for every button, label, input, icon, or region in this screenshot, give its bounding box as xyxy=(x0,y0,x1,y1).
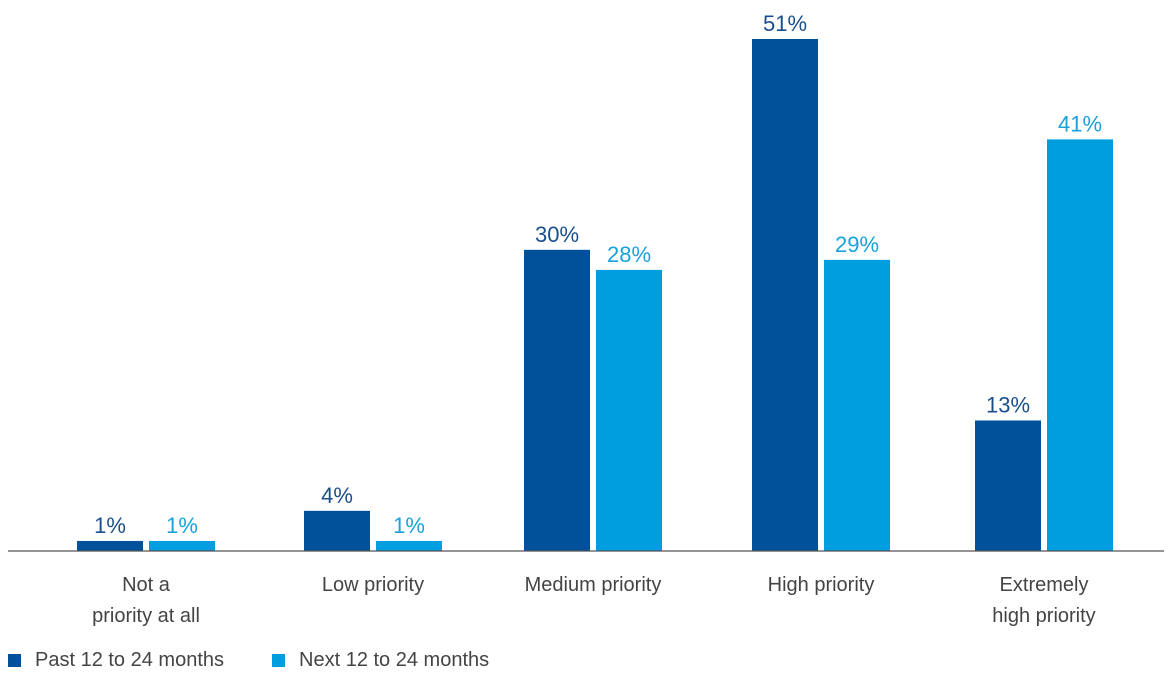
category-label-4-line-0: Extremely xyxy=(1000,574,1089,596)
bar-next-1 xyxy=(376,540,442,551)
category-label-0-line-0: Not a xyxy=(122,574,171,596)
bar-past-4 xyxy=(975,420,1041,551)
category-label-2-line-0: Medium priority xyxy=(525,574,662,596)
value-label-next-0: 1% xyxy=(166,513,198,538)
legend-label-past: Past 12 to 24 months xyxy=(35,649,225,671)
category-label-0-line-1: priority at all xyxy=(92,605,200,627)
value-label-next-2: 28% xyxy=(607,242,651,267)
bar-next-4 xyxy=(1047,139,1113,551)
bar-past-1 xyxy=(304,510,370,551)
bar-past-2 xyxy=(524,249,590,551)
legend-item-next: Next 12 to 24 months xyxy=(272,649,489,672)
legend-swatch-next xyxy=(272,654,286,667)
value-label-past-2: 30% xyxy=(535,222,579,247)
bar-past-3 xyxy=(752,39,818,551)
bar-past-0 xyxy=(77,540,143,551)
value-labels-group: 1% 1% 4% 1% 30% 28% 51% 29% 13% 41% xyxy=(94,11,1102,538)
value-label-past-0: 1% xyxy=(94,513,126,538)
value-label-past-1: 4% xyxy=(321,483,353,508)
value-label-past-4: 13% xyxy=(986,392,1030,417)
legend: Past 12 to 24 months Next 12 to 24 month… xyxy=(8,649,537,672)
bar-next-2 xyxy=(596,269,662,551)
category-labels-group: Not a priority at all Low priority Medium p… xyxy=(92,574,1096,627)
category-label-4-line-1: high priority xyxy=(992,605,1095,627)
bar-chart: 1% 1% 4% 1% 30% 28% 51% 29% 13% 41% Not a priority… xyxy=(8,11,1164,627)
legend-label-next: Next 12 to 24 months xyxy=(299,649,490,671)
value-label-next-3: 29% xyxy=(835,232,879,257)
value-label-next-1: 1% xyxy=(393,513,425,538)
bar-next-0 xyxy=(149,540,215,551)
value-label-next-4: 41% xyxy=(1058,111,1102,136)
value-label-past-3: 51% xyxy=(763,11,807,36)
category-label-1-line-0: Low priority xyxy=(322,574,424,596)
legend-swatch-past xyxy=(8,654,21,667)
category-label-3-line-0: High priority xyxy=(768,574,875,596)
bar-next-3 xyxy=(824,259,890,551)
legend-item-past: Past 12 to 24 months xyxy=(8,649,224,672)
bars-group xyxy=(77,39,1113,551)
